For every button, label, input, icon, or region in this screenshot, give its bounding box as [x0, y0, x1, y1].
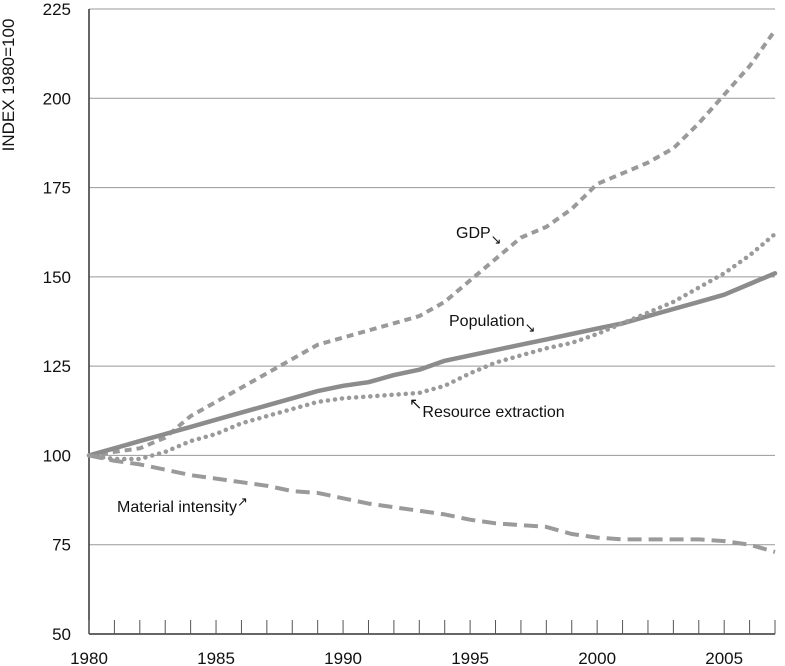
y-tick-label: 175 [43, 179, 71, 198]
x-tick-label: 1995 [451, 649, 489, 666]
annotation-population: Population↘ [449, 313, 536, 335]
annotation-material-intensity: Material intensity↗ [117, 494, 248, 516]
x-tick-label: 1980 [70, 649, 108, 666]
series-line-resource-extraction [86, 231, 778, 462]
annotation-gdp: GDP↘ [456, 225, 502, 247]
x-tick-label: 2000 [578, 649, 616, 666]
series-layer [86, 29, 778, 554]
x-tick-label: 2005 [705, 649, 743, 666]
series-line-material-intensity [88, 453, 776, 554]
annotation-arrow-icon: ↗ [237, 494, 248, 509]
annotation-label: GDP [456, 225, 491, 242]
y-tick-label: 100 [43, 446, 71, 465]
y-tick-label: 75 [52, 536, 71, 555]
annotation-arrow-icon: ↘ [525, 320, 536, 335]
y-tick-label: 200 [43, 89, 71, 108]
series-line-population [86, 271, 778, 458]
annotation-arrow-icon: ↘ [491, 232, 502, 247]
axis-layer: 50 75 100 125 150 175 200 225 1980 1985 1990 1995 20… [43, 0, 776, 666]
annotation-label: Resource extraction [422, 404, 564, 421]
series-line-gdp [88, 29, 777, 458]
annotation-arrow-icon: ↖ [409, 396, 422, 413]
y-tick-label: 150 [43, 268, 71, 287]
annotation-label: Material intensity [117, 499, 237, 516]
annotation-layer: GDP↘Population↘↖Resource extractionMater… [117, 225, 565, 516]
x-tick-label: 1985 [197, 649, 235, 666]
grid-layer [89, 8, 775, 546]
x-tick-label: 1990 [324, 649, 362, 666]
y-tick-label: 125 [43, 357, 71, 376]
annotation-resource-extraction: ↖Resource extraction [409, 396, 565, 421]
y-axis-title: INDEX 1980=100 [0, 19, 18, 152]
y-tick-label: 50 [52, 625, 71, 644]
y-tick-label: 225 [43, 0, 71, 19]
annotation-label: Population [449, 313, 525, 330]
